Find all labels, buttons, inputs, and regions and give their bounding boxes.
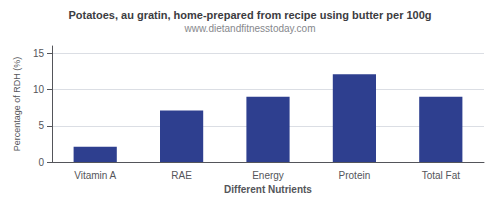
svg-text:www.dietandfitnesstoday.com: www.dietandfitnesstoday.com: [184, 23, 316, 34]
svg-text:Different Nutrients: Different Nutrients: [224, 184, 312, 195]
svg-text:Percentage of RDH (%): Percentage of RDH (%): [12, 57, 22, 152]
svg-text:Vitamin A: Vitamin A: [74, 170, 116, 181]
svg-text:Potatoes, au gratin, home-prep: Potatoes, au gratin, home-prepared from …: [68, 9, 431, 21]
svg-text:5: 5: [38, 120, 44, 131]
svg-text:Energy: Energy: [252, 170, 284, 181]
svg-text:Total Fat: Total Fat: [422, 170, 461, 181]
svg-text:Protein: Protein: [339, 170, 371, 181]
svg-text:RAE: RAE: [171, 170, 192, 181]
svg-text:0: 0: [38, 157, 44, 168]
svg-text:10: 10: [33, 84, 45, 95]
svg-text:15: 15: [33, 48, 45, 59]
